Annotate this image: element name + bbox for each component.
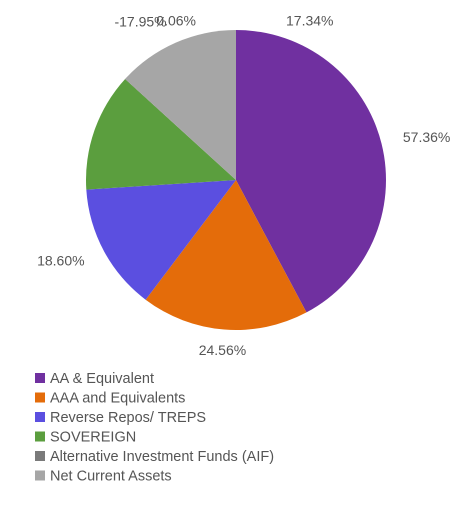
legend: AA & Equivalent AAA and Equivalents Revers…	[35, 371, 274, 484]
pie-slice	[125, 30, 236, 180]
legend-swatch	[35, 392, 45, 403]
legend-label: Net Current Assets	[50, 468, 172, 484]
legend-swatch	[35, 412, 45, 422]
legend-label: AA & Equivalent	[50, 371, 154, 387]
pie-slice	[145, 180, 307, 330]
legend-swatch	[35, 470, 45, 481]
data-label: 17.34%	[286, 13, 333, 29]
pie-slice	[86, 79, 236, 190]
pie-slice	[86, 180, 236, 300]
legend-label: Reverse Repos/ TREPS	[50, 410, 206, 426]
data-label: 18.60%	[37, 252, 84, 268]
data-label: 57.36%	[403, 129, 450, 145]
legend-swatch	[35, 451, 45, 461]
data-label: 24.56%	[199, 342, 246, 358]
legend-label: SOVEREIGN	[50, 429, 136, 445]
data-label: -17.95%	[114, 13, 166, 29]
legend-swatch	[35, 431, 45, 442]
data-label: 0.06%	[156, 13, 196, 29]
pie-slice	[125, 78, 236, 180]
legend-label: Alternative Investment Funds (AIF)	[50, 449, 274, 465]
legend-swatch	[35, 373, 45, 383]
pie-slice	[236, 30, 386, 313]
legend-label: AAA and Equivalents	[50, 390, 185, 406]
